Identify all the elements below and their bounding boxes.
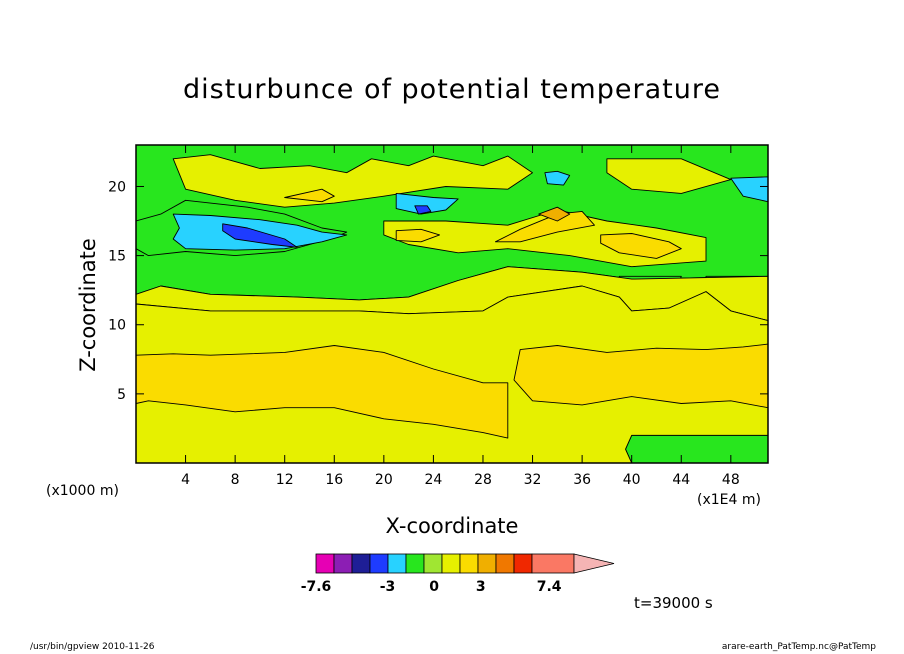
- contour-region: [136, 345, 509, 439]
- contour-region: [544, 170, 571, 186]
- contour-region: [395, 192, 459, 215]
- contour-region: [538, 206, 571, 222]
- x-tick-label: 20: [375, 472, 393, 488]
- contour-region: [395, 228, 441, 243]
- y-unit-note: (x1000 m): [46, 483, 119, 499]
- colorbar-cell: [513, 553, 533, 574]
- contour-region: [494, 210, 595, 243]
- chart-title: disturbunce of potential temperature: [183, 74, 721, 105]
- contour-region: [625, 434, 768, 463]
- colorbar-cell: [333, 553, 353, 574]
- y-tick-label: 5: [117, 387, 126, 403]
- colorbar-tick-label: -3: [380, 579, 396, 595]
- colorbar-tick-label: -7.6: [301, 579, 332, 595]
- colorbar: -7.6 -3 0 3 7.4: [301, 553, 615, 595]
- colorbar-cell: [369, 553, 389, 574]
- colorbar-tick-label: 7.4: [537, 579, 562, 595]
- contour-region: [414, 205, 432, 215]
- footer-program: /usr/bin/gpview 2010-11-26: [30, 642, 155, 652]
- x-tick-label: 8: [231, 472, 240, 488]
- x-tick-label: 28: [474, 472, 492, 488]
- colorbar-cell: [531, 553, 575, 574]
- contour-region: [172, 154, 533, 208]
- x-tick-label: 24: [424, 472, 442, 488]
- contour-region: [513, 343, 768, 409]
- colorbar-cell: [315, 553, 335, 574]
- colorbar-cell: [495, 553, 515, 574]
- y-tick-label: 10: [108, 318, 126, 334]
- x-tick-label: 44: [672, 472, 690, 488]
- x-axis: 4 8 12 16 20 24 28 32 36 40 44 48: [181, 145, 740, 488]
- contour-region: [222, 223, 298, 248]
- x-axis-label: X-coordinate: [385, 514, 519, 538]
- x-tick-label: 4: [181, 472, 190, 488]
- contour-region: [600, 233, 682, 259]
- colorbar-extension-arrow: [573, 553, 615, 574]
- contour-region: [606, 158, 732, 194]
- plot-frame: [135, 144, 769, 464]
- colorbar-cell: [441, 553, 461, 574]
- y-tick-label: 15: [108, 249, 126, 265]
- x-tick-label: 32: [524, 472, 542, 488]
- contour-region: [284, 188, 335, 203]
- colorbar-cell: [423, 553, 443, 574]
- colorbar-tick-label: 3: [476, 579, 486, 595]
- y-axis: 5 10 15 20: [108, 179, 768, 403]
- colorbar-tick-label: 0: [429, 579, 439, 595]
- contour-fills: [136, 145, 768, 463]
- colorbar-cell: [387, 553, 407, 574]
- time-label: t=39000 s: [634, 594, 713, 612]
- x-tick-label: 36: [573, 472, 591, 488]
- x-unit-note: (x1E4 m): [697, 492, 761, 508]
- x-tick-label: 40: [623, 472, 641, 488]
- contour-region: [730, 176, 768, 203]
- colorbar-cell: [477, 553, 497, 574]
- x-tick-label: 12: [276, 472, 294, 488]
- y-tick-label: 20: [108, 179, 126, 195]
- colorbar-cell: [351, 553, 371, 574]
- x-tick-label: 48: [722, 472, 740, 488]
- colorbar-cell: [405, 553, 425, 574]
- colorbar-cell: [459, 553, 479, 574]
- x-tick-label: 16: [325, 472, 343, 488]
- footer-source: arare-earth_PatTemp.nc@PatTemp: [721, 642, 876, 652]
